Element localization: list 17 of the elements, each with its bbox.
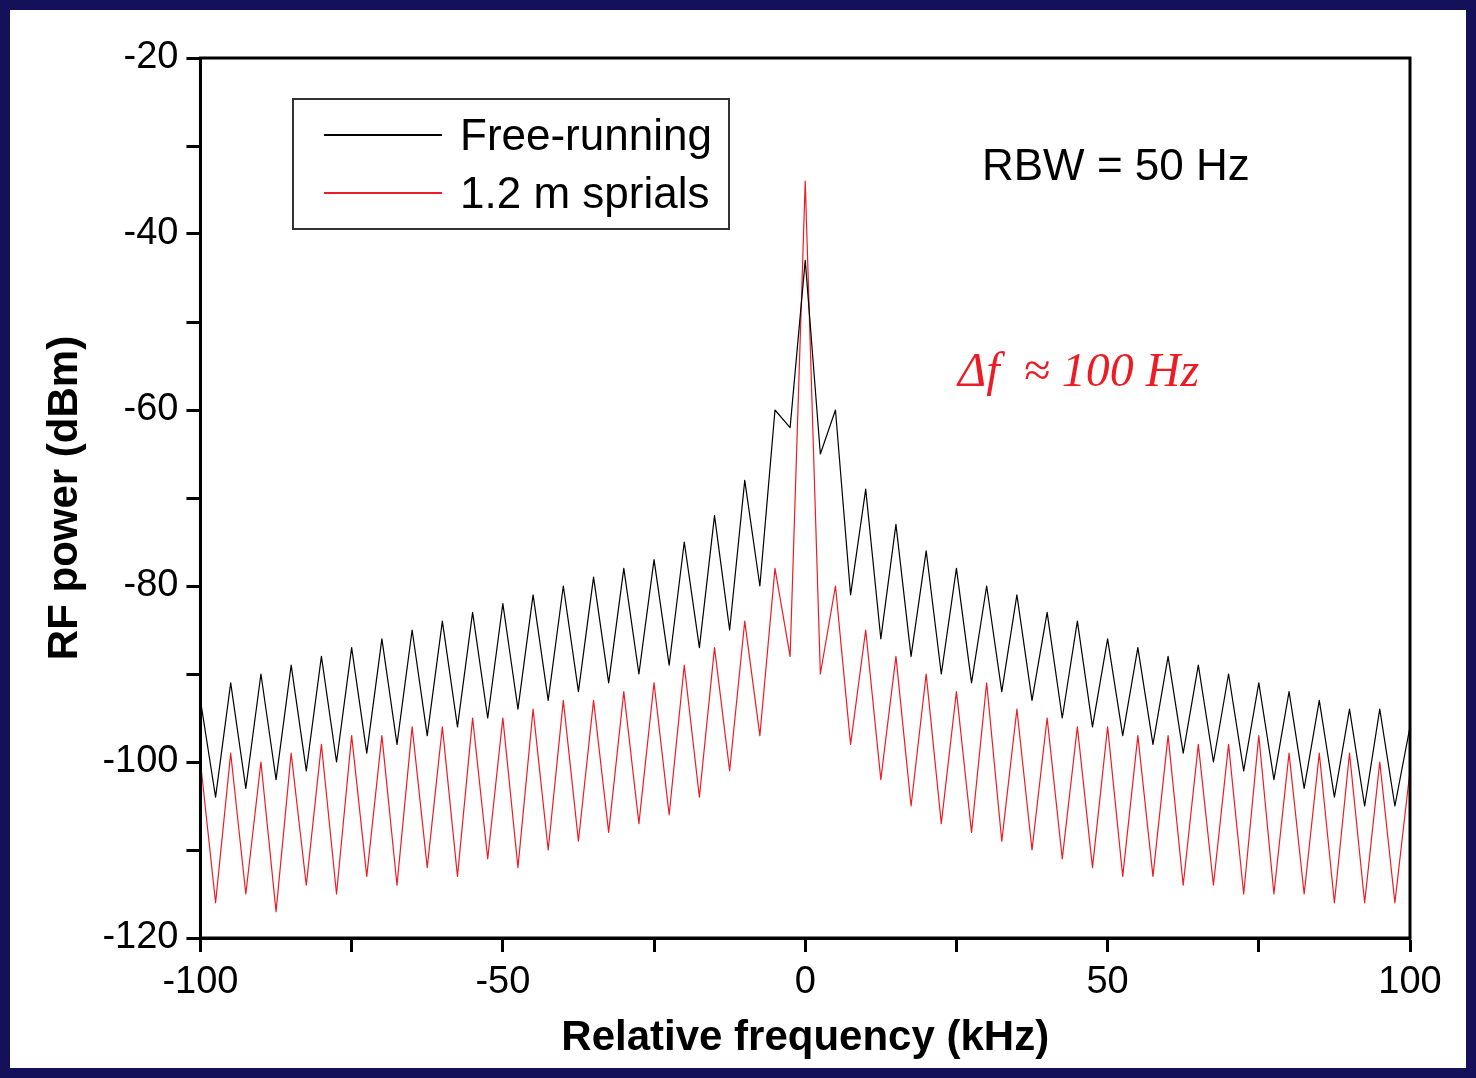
annotation: Δf ≈ 100 Hz [958,342,1200,397]
y-tick-label: -40 [123,210,179,253]
legend-label: Free-running [460,109,712,161]
legend-label: 1.2 m sprials [460,167,710,219]
y-tick-label: -80 [123,562,179,605]
y-tick-label: -120 [102,914,179,957]
y-tick-label: -20 [123,34,179,77]
y-axis-title: RF power (dBm) [38,335,86,661]
x-tick-label: -50 [475,959,531,1002]
y-tick-label: -100 [102,738,179,781]
y-tick-label: -60 [123,386,179,429]
annotation: RBW = 50 Hz [982,140,1250,190]
x-tick-label: 0 [794,959,816,1002]
x-tick-label: 50 [1086,959,1129,1002]
x-tick-label: 100 [1378,959,1442,1002]
x-tick-label: -100 [162,959,239,1002]
x-axis-title: Relative frequency (kHz) [561,1012,1050,1060]
